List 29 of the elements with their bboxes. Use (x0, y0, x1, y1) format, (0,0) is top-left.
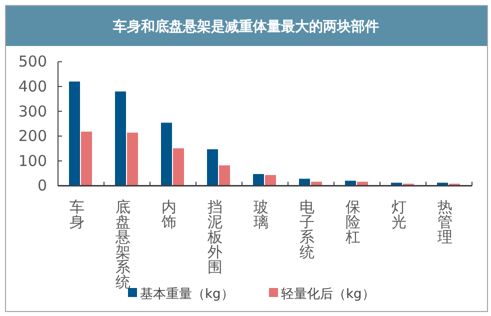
bar (253, 174, 264, 186)
y-tick-label: 500 (18, 52, 47, 71)
x-tick-label: 保险杠 (344, 198, 360, 246)
y-tick-label: 400 (18, 78, 47, 96)
x-tick-label: 玻璃 (254, 198, 268, 231)
bar (219, 165, 230, 186)
bar (265, 175, 276, 186)
bar (161, 122, 172, 186)
legend-label: 轻量化后（kg） (281, 287, 375, 302)
bar (345, 180, 356, 186)
x-tick-label: 车身 (70, 198, 84, 231)
x-tick-label: 底盘悬架系统 (114, 198, 130, 291)
x-tick-label: 挡泥板外围 (206, 198, 222, 276)
x-tick-label: 灯光 (392, 198, 406, 231)
bar (115, 91, 126, 186)
bar (207, 149, 218, 186)
x-tick-label: 热管理 (438, 198, 452, 246)
x-tick-label: 内饰 (160, 198, 176, 231)
y-tick-label: 0 (37, 176, 47, 195)
y-tick-label: 300 (18, 102, 47, 120)
bar (127, 132, 138, 186)
y-tick-label: 100 (18, 152, 47, 170)
legend-label: 基本重量（kg） (140, 287, 234, 302)
bar (69, 82, 80, 186)
y-tick-label: 200 (18, 127, 47, 146)
bar (81, 132, 92, 186)
bar (173, 148, 184, 186)
chart-title: 车身和底盘悬架是减重体量最大的两块部件 (112, 18, 379, 35)
x-tick-label: 电子系统 (300, 198, 314, 261)
